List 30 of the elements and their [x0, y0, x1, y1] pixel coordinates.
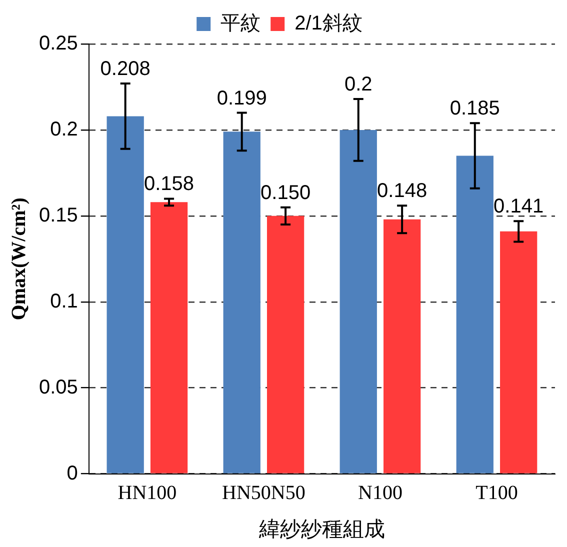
data-label: 0.141: [494, 196, 544, 218]
legend-label: 2/1斜紋: [294, 12, 362, 35]
x-tick-label: HN100: [118, 482, 177, 504]
bar: [340, 130, 377, 474]
bar: [106, 116, 144, 474]
y-tick-label: 0: [66, 462, 78, 484]
y-tick-label: 0.1: [50, 290, 78, 312]
data-label: 0.158: [144, 173, 194, 196]
y-tick-label: 0.2: [50, 118, 78, 140]
bar: [456, 156, 494, 474]
bar: [384, 219, 421, 474]
data-label: 0.185: [450, 98, 500, 120]
y-tick-label: 0.15: [38, 204, 78, 226]
data-label: 0.2: [344, 74, 372, 96]
legend-label: 平紋: [220, 12, 261, 35]
bar: [150, 202, 188, 474]
data-label: 0.199: [216, 87, 267, 110]
y-tick-label: 0.05: [38, 376, 78, 398]
data-label: 0.208: [100, 58, 150, 80]
x-tick-label: T100: [476, 482, 518, 504]
data-label: 0.148: [377, 180, 428, 202]
bar: [266, 216, 304, 474]
y-tick-label: 0.25: [38, 32, 78, 55]
data-label: 0.150: [260, 182, 311, 204]
x-tick-label: HN50N50: [222, 482, 306, 504]
x-tick-label: N100: [358, 482, 402, 504]
bar: [500, 231, 538, 474]
x-axis-title: 緯紗紗種組成: [258, 516, 385, 541]
y-axis-title: Qmax(W/cm²): [8, 198, 30, 320]
bar: [223, 132, 260, 474]
